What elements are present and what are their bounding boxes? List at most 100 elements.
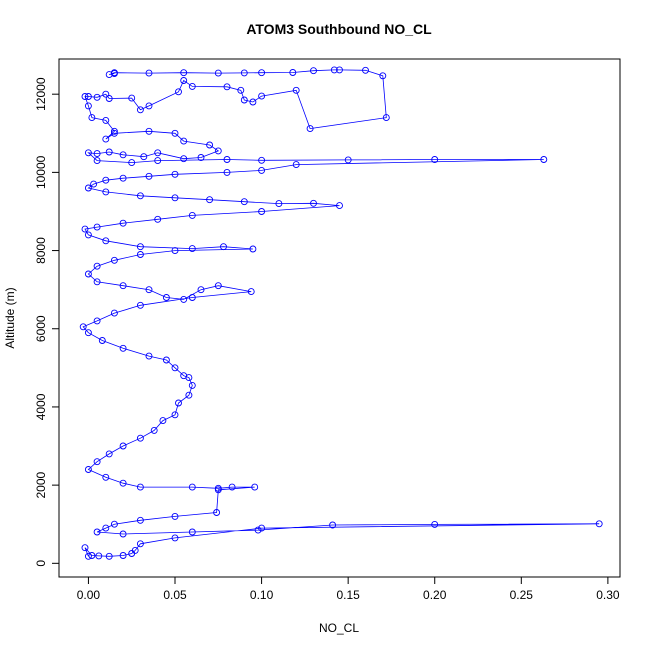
data-point xyxy=(240,198,248,206)
data-point xyxy=(154,149,162,157)
data-point xyxy=(254,526,262,534)
x-tick-label: 0.30 xyxy=(596,588,620,602)
x-tick-label: 0.20 xyxy=(423,588,447,602)
data-point xyxy=(93,157,101,165)
data-point xyxy=(171,170,179,178)
x-tick-label: 0.10 xyxy=(250,588,274,602)
data-point xyxy=(180,77,188,84)
data-point xyxy=(119,442,127,450)
data-point xyxy=(84,329,92,337)
data-point xyxy=(119,479,127,487)
data-point xyxy=(336,66,343,74)
data-point xyxy=(88,552,96,559)
data-point xyxy=(249,245,257,253)
y-axis-label: Altitude (m) xyxy=(3,287,17,348)
data-point xyxy=(128,159,136,167)
data-point xyxy=(110,69,118,77)
data-point xyxy=(206,141,214,149)
data-point xyxy=(175,88,182,96)
data-point xyxy=(81,225,89,233)
data-point xyxy=(379,72,387,80)
data-point xyxy=(105,450,113,458)
data-point xyxy=(330,66,338,74)
data-point xyxy=(162,356,170,364)
data-point xyxy=(188,528,196,536)
data-point xyxy=(171,411,179,419)
data-point xyxy=(84,102,92,110)
data-point xyxy=(93,317,101,325)
data-point xyxy=(310,67,317,75)
data-point xyxy=(275,200,283,208)
x-axis-label: NO_CL xyxy=(319,621,359,635)
data-point xyxy=(95,552,103,560)
y-axis: 0 2000 4000 6000 8000 10000 12000 xyxy=(34,77,60,567)
data-point xyxy=(206,196,214,204)
data-point xyxy=(188,294,196,301)
data-point xyxy=(258,92,266,100)
data-point xyxy=(102,188,110,196)
data-point xyxy=(84,149,92,157)
data-point xyxy=(289,69,297,76)
data-point xyxy=(102,90,110,98)
data-point xyxy=(102,116,110,124)
data-point xyxy=(136,434,144,442)
data-point xyxy=(258,156,266,164)
data-point xyxy=(159,417,167,425)
data-point xyxy=(110,256,118,264)
data-point xyxy=(145,127,153,135)
data-point xyxy=(150,426,158,434)
data-point xyxy=(154,215,162,223)
x-tick-label: 0.05 xyxy=(163,588,187,602)
y-tick-label: 10000 xyxy=(34,155,48,189)
data-point xyxy=(79,323,87,331)
data-point xyxy=(258,69,266,77)
data-point xyxy=(258,208,266,215)
x-axis: 0.00 0.05 0.10 0.15 0.20 0.25 0.30 xyxy=(77,576,620,602)
data-point xyxy=(84,466,92,473)
data-point xyxy=(102,237,110,245)
data-point xyxy=(251,483,259,491)
data-point xyxy=(119,219,127,227)
data-point xyxy=(105,148,113,156)
data-point xyxy=(223,83,231,91)
data-point xyxy=(140,153,148,161)
plot-area-frame xyxy=(58,58,621,578)
data-point xyxy=(102,176,110,184)
data-point xyxy=(175,399,182,407)
data-point xyxy=(258,524,266,532)
y-tick-label: 12000 xyxy=(34,77,48,111)
chart-title: ATOM3 Southbound NO_CL xyxy=(246,21,432,37)
data-point xyxy=(382,114,390,122)
series-layer xyxy=(79,66,603,560)
data-point xyxy=(84,231,92,239)
data-point xyxy=(102,524,110,532)
data-point xyxy=(84,184,92,192)
data-point xyxy=(180,295,188,303)
data-point xyxy=(84,270,92,278)
data-point xyxy=(136,251,144,258)
data-point xyxy=(145,102,153,110)
data-point xyxy=(171,364,179,372)
data-point xyxy=(93,150,101,158)
data-point xyxy=(188,82,196,90)
data-point xyxy=(119,174,127,182)
x-tick-label: 0.15 xyxy=(336,588,360,602)
data-point xyxy=(110,309,118,317)
data-point xyxy=(93,278,101,286)
data-point xyxy=(171,129,179,137)
data-point xyxy=(84,93,92,100)
data-point xyxy=(119,344,127,352)
data-point xyxy=(431,520,439,528)
y-tick-label: 6000 xyxy=(34,315,48,342)
data-point xyxy=(136,243,144,251)
data-point xyxy=(214,147,222,155)
data-point xyxy=(258,166,266,174)
data-point xyxy=(145,352,153,360)
data-point xyxy=(171,512,179,520)
data-point xyxy=(93,262,101,270)
data-point xyxy=(81,544,89,552)
data-point xyxy=(214,486,222,494)
data-point xyxy=(119,282,127,290)
data-point xyxy=(188,245,196,253)
